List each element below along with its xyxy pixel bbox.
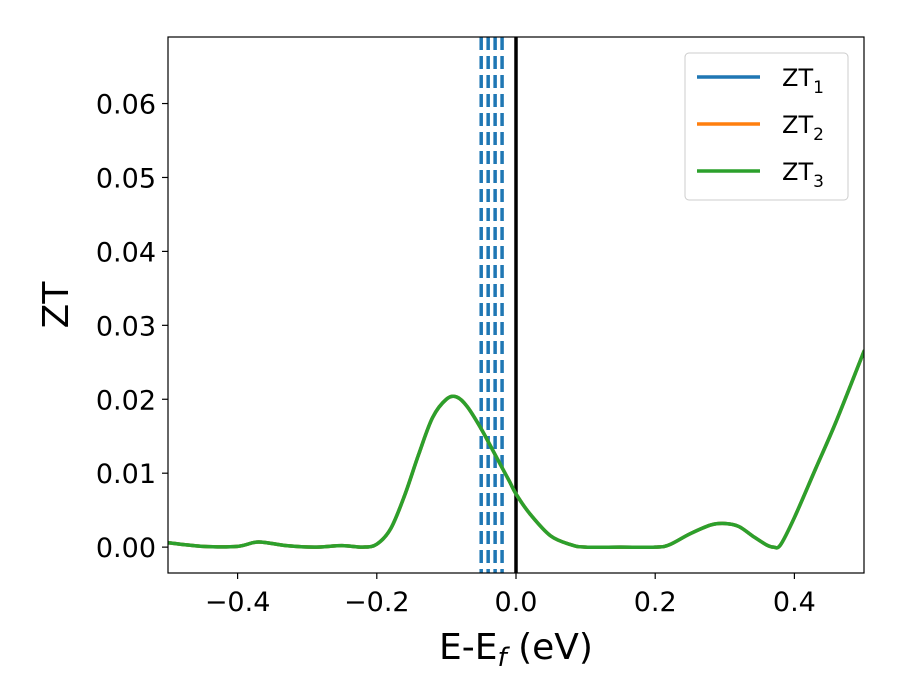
legend-label-sub: 2 xyxy=(813,125,824,145)
y-tick-label: 0.03 xyxy=(96,311,156,342)
x-axis: −0.4 −0.2 0.0 0.2 0.4 xyxy=(205,573,816,618)
series-group xyxy=(168,349,864,550)
legend-label-zt3: ZT3 xyxy=(782,158,824,192)
x-tick-label: 0.2 xyxy=(634,587,677,618)
y-axis-title: ZT xyxy=(36,281,77,329)
series-line-zt3 xyxy=(168,349,864,550)
legend-label-zt1: ZT1 xyxy=(782,64,824,98)
x-tick-label: −0.4 xyxy=(205,587,271,618)
legend-label-sub: 3 xyxy=(813,172,824,192)
y-tick-label: 0.01 xyxy=(96,459,156,490)
legend-label-main: ZT xyxy=(782,158,813,186)
y-tick-label: 0.02 xyxy=(96,385,156,416)
legend-box xyxy=(684,52,849,201)
legend-label-zt2: ZT2 xyxy=(782,111,824,145)
y-axis: 0.00 0.01 0.02 0.03 0.04 0.05 0.06 xyxy=(96,90,168,564)
x-axis-title: E-Ef (eV) xyxy=(439,627,593,673)
x-tick-label: −0.2 xyxy=(344,587,410,618)
y-tick-label: 0.05 xyxy=(96,163,156,194)
y-tick-label: 0.00 xyxy=(96,533,156,564)
x-axis-title-unit: (eV) xyxy=(507,627,593,668)
x-tick-label: 0.0 xyxy=(495,587,538,618)
y-tick-label: 0.06 xyxy=(96,90,156,121)
legend-label-main: ZT xyxy=(782,64,813,92)
x-axis-title-main: E-E xyxy=(439,627,497,668)
legend-label-sub: 1 xyxy=(813,78,824,98)
x-tick-label: 0.4 xyxy=(773,587,816,618)
legend-label-main: ZT xyxy=(782,111,813,139)
vlines-group xyxy=(479,37,518,573)
y-tick-label: 0.04 xyxy=(96,237,156,268)
